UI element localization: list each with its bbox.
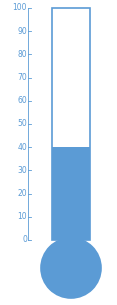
Text: 30: 30 — [17, 166, 27, 175]
Text: 70: 70 — [17, 73, 27, 82]
Text: 40: 40 — [17, 143, 27, 152]
Text: 20: 20 — [17, 189, 27, 198]
Text: 100: 100 — [13, 3, 27, 13]
Bar — [52, 147, 90, 240]
Text: 80: 80 — [17, 50, 27, 59]
Text: 10: 10 — [17, 212, 27, 221]
Text: 90: 90 — [17, 27, 27, 36]
Text: 50: 50 — [17, 120, 27, 128]
Text: 0: 0 — [22, 235, 27, 245]
Text: 60: 60 — [17, 96, 27, 105]
Circle shape — [41, 238, 101, 298]
Bar — [52, 8, 90, 147]
Bar — [52, 8, 90, 240]
